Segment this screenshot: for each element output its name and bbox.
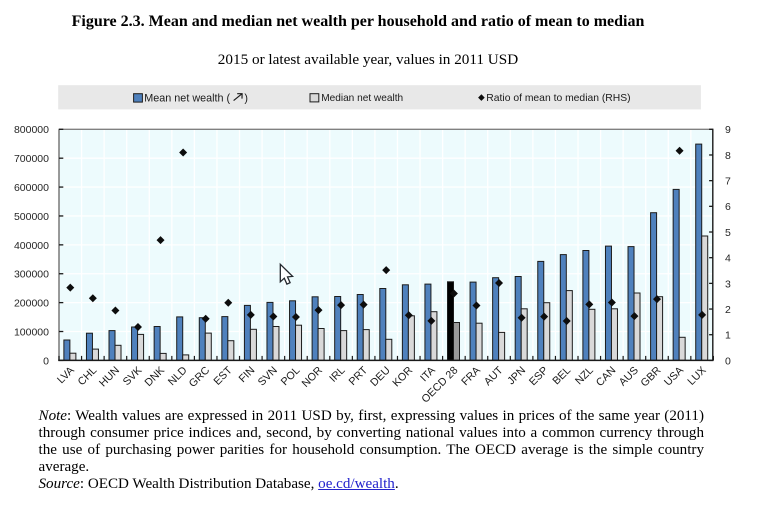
svg-text:600000: 600000	[14, 182, 49, 194]
svg-text:KOR: KOR	[390, 364, 415, 389]
svg-text:DNK: DNK	[143, 364, 168, 389]
svg-text:BEL: BEL	[550, 364, 573, 387]
svg-text:JPN: JPN	[505, 364, 528, 387]
svg-text:): )	[244, 92, 248, 104]
svg-text:6: 6	[725, 201, 731, 213]
svg-text:100000: 100000	[14, 326, 49, 338]
svg-text:DEU: DEU	[368, 364, 393, 389]
svg-text:HUN: HUN	[97, 364, 122, 389]
svg-text:NOR: NOR	[300, 364, 326, 390]
svg-text:CAN: CAN	[594, 364, 619, 389]
svg-text:800000: 800000	[14, 124, 49, 136]
svg-text:FRA: FRA	[459, 364, 483, 388]
svg-text:3: 3	[725, 278, 731, 290]
svg-text:LVA: LVA	[55, 364, 77, 386]
svg-text:IRL: IRL	[327, 364, 347, 384]
svg-text:GBR: GBR	[639, 364, 664, 389]
svg-text:NLD: NLD	[166, 364, 190, 388]
svg-text:700000: 700000	[14, 153, 49, 165]
svg-text:8: 8	[725, 150, 731, 162]
svg-text:Mean net wealth (: Mean net wealth (	[144, 92, 230, 104]
svg-text:SVN: SVN	[256, 364, 280, 388]
svg-text:400000: 400000	[14, 240, 49, 252]
svg-text:Ratio of mean to median (RHS): Ratio of mean to median (RHS)	[486, 93, 630, 104]
svg-text:Median net wealth: Median net wealth	[321, 93, 403, 104]
svg-text:9: 9	[725, 124, 731, 136]
svg-text:300000: 300000	[14, 269, 49, 281]
svg-text:SVK: SVK	[121, 364, 145, 388]
svg-text:AUT: AUT	[482, 364, 506, 388]
svg-text:0: 0	[43, 355, 49, 367]
svg-text:FIN: FIN	[237, 364, 258, 385]
svg-text:4: 4	[725, 253, 731, 265]
svg-text:2: 2	[725, 304, 731, 316]
svg-text:5: 5	[725, 227, 731, 239]
svg-text:7: 7	[725, 176, 731, 188]
svg-text:1: 1	[725, 330, 731, 342]
svg-text:NZL: NZL	[573, 364, 596, 387]
svg-text:CHL: CHL	[76, 364, 100, 388]
svg-text:LUX: LUX	[685, 364, 708, 387]
svg-text:200000: 200000	[14, 298, 49, 310]
svg-text:EST: EST	[211, 364, 235, 388]
svg-text:0: 0	[725, 355, 731, 367]
svg-text:POL: POL	[279, 364, 303, 388]
svg-text:GRC: GRC	[187, 364, 213, 390]
svg-text:500000: 500000	[14, 211, 49, 223]
svg-text:ESP: ESP	[527, 364, 551, 388]
svg-text:USA: USA	[662, 364, 687, 389]
svg-text:PRT: PRT	[347, 364, 371, 388]
svg-text:AUS: AUS	[617, 364, 641, 388]
